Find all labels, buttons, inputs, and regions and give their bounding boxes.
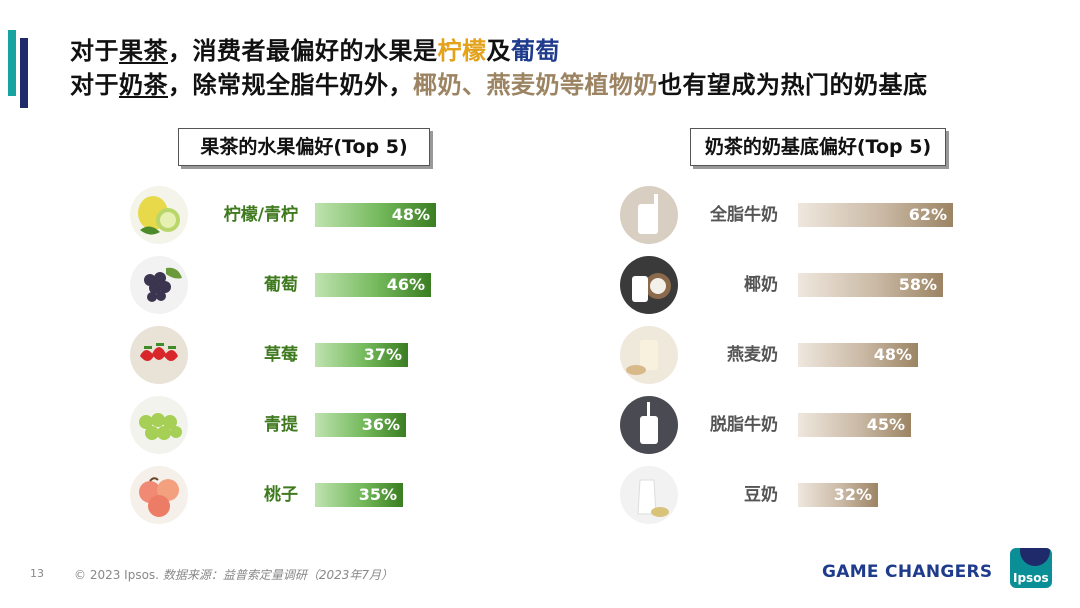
milk-category-label: 椰奶 — [744, 275, 778, 295]
milk-category-label: 脱脂牛奶 — [710, 415, 778, 435]
green-grape-icon — [130, 396, 188, 454]
fruit-category-label: 青提 — [264, 415, 298, 435]
fruit-bar: 48% — [315, 203, 436, 227]
headline-text: 及 — [486, 37, 511, 65]
milk-bar: 45% — [798, 413, 911, 437]
milk-bar-value-label: 32% — [833, 485, 872, 504]
headline-underline-milk-tea: 奶茶 — [119, 71, 168, 99]
fruit-bar-value-label: 35% — [358, 485, 397, 504]
fruit-category-label: 草莓 — [264, 345, 298, 365]
accent-bars — [8, 30, 30, 108]
fruit-bar-row: 青提 36% — [0, 396, 1080, 454]
fruit-bar: 46% — [315, 273, 431, 297]
brand-tagline: GAME CHANGERS — [822, 562, 993, 582]
headline-text: 对于 — [70, 37, 119, 65]
footer-copyright: © 2023 Ipsos. 数据来源：益普索定量调研（2023年7月） — [74, 566, 393, 583]
fruit-bar-row: 葡萄 46% — [0, 256, 1080, 314]
milk-bar-value-label: 58% — [898, 275, 937, 294]
fruit-bar-row: 柠檬/青柠 48% — [0, 186, 1080, 244]
milk-bar: 48% — [798, 343, 918, 367]
skim-milk-icon — [620, 396, 678, 454]
milk-bar-value-label: 48% — [873, 345, 912, 364]
coconut-milk-icon — [620, 256, 678, 314]
headline-text: 也有望成为热门的奶基底 — [658, 71, 928, 99]
fruit-bar-value-label: 48% — [391, 205, 430, 224]
page-number: 13 — [30, 567, 44, 580]
fruit-bar-value-label: 46% — [386, 275, 425, 294]
fruit-bar: 35% — [315, 483, 403, 507]
milk-bar: 58% — [798, 273, 943, 297]
headline-line-1: 对于果茶，消费者最偏好的水果是柠檬及葡萄 — [70, 34, 928, 68]
logo-circle — [1020, 548, 1050, 566]
accent-bar-navy — [20, 38, 28, 108]
milk-glass-icon — [620, 186, 678, 244]
strawberry-icon — [130, 326, 188, 384]
milk-bar-row: 全脂牛奶 62% — [0, 186, 1080, 244]
fruit-bar-value-label: 36% — [361, 415, 400, 434]
milk-bar: 62% — [798, 203, 953, 227]
grape-icon — [130, 256, 188, 314]
milk-bar-row: 豆奶 32% — [0, 466, 1080, 524]
fruit-bar: 36% — [315, 413, 406, 437]
accent-bar-teal — [8, 30, 16, 96]
fruit-category-label: 葡萄 — [264, 275, 298, 295]
fruit-bar-row: 桃子 35% — [0, 466, 1080, 524]
milk-category-label: 燕麦奶 — [727, 345, 778, 365]
headline-underline-fruit-tea: 果茶 — [119, 37, 168, 65]
fruit-category-label: 柠檬/青柠 — [223, 205, 298, 225]
source-text: 数据来源：益普索定量调研（2023年7月） — [162, 568, 393, 582]
headline-highlight-grape: 葡萄 — [511, 37, 560, 65]
headline: 对于果茶，消费者最偏好的水果是柠檬及葡萄 对于奶茶，除常规全脂牛奶外，椰奶、燕麦… — [70, 34, 928, 102]
headline-line-2: 对于奶茶，除常规全脂牛奶外，椰奶、燕麦奶等植物奶也有望成为热门的奶基底 — [70, 68, 928, 102]
milk-bar-row: 椰奶 58% — [0, 256, 1080, 314]
headline-text: ，消费者最偏好的水果是 — [168, 37, 438, 65]
milk-bar-row: 脱脂牛奶 45% — [0, 396, 1080, 454]
lemon-icon — [130, 186, 188, 244]
fruit-category-label: 桃子 — [264, 485, 298, 505]
milk-bar: 32% — [798, 483, 878, 507]
logo-text: Ipsos — [1013, 571, 1049, 585]
headline-highlight-lemon: 柠檬 — [437, 37, 487, 65]
soy-milk-icon — [620, 466, 678, 524]
fruit-bar-row: 草莓 37% — [0, 326, 1080, 384]
milk-category-label: 全脂牛奶 — [710, 205, 778, 225]
oat-milk-icon — [620, 326, 678, 384]
milk-bar-row: 燕麦奶 48% — [0, 326, 1080, 384]
copyright-text: © 2023 Ipsos. — [74, 568, 159, 582]
ipsos-logo: Ipsos — [1010, 548, 1052, 588]
fruit-chart-title: 果茶的水果偏好(Top 5) — [178, 128, 430, 166]
peach-icon — [130, 466, 188, 524]
milk-chart-title: 奶茶的奶基底偏好(Top 5) — [690, 128, 946, 166]
fruit-bar-value-label: 37% — [363, 345, 402, 364]
fruit-bar: 37% — [315, 343, 408, 367]
milk-bar-value-label: 45% — [866, 415, 905, 434]
headline-text: ，除常规全脂牛奶外， — [168, 71, 413, 99]
headline-highlight-plant-milk: 椰奶、燕麦奶等植物奶 — [413, 71, 658, 99]
milk-bar-value-label: 62% — [908, 205, 947, 224]
milk-category-label: 豆奶 — [744, 485, 778, 505]
headline-text: 对于 — [70, 71, 119, 99]
